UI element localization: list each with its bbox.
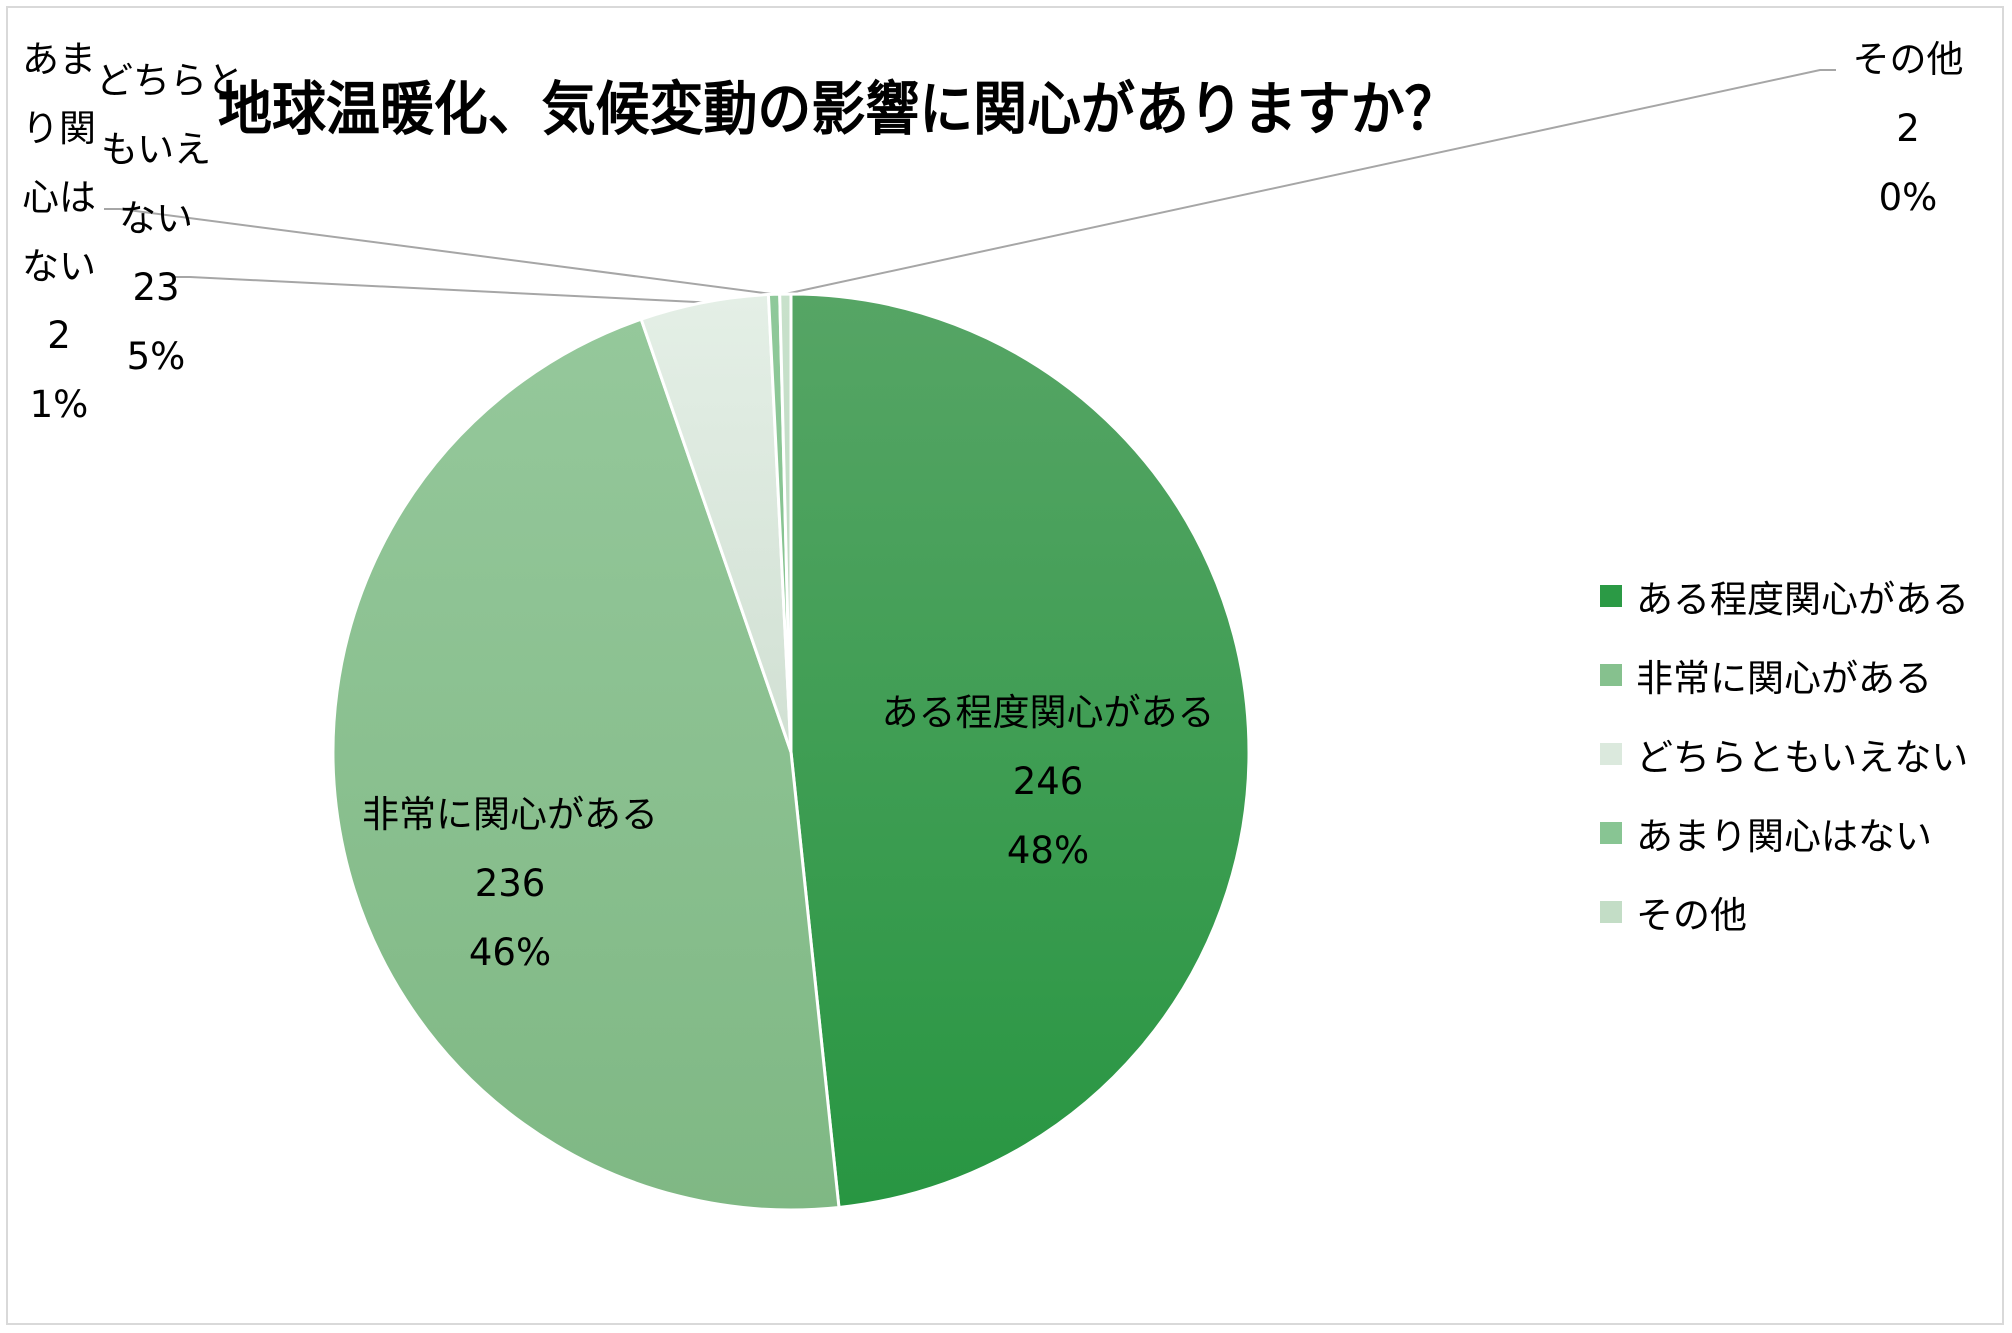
leader-line	[785, 69, 1836, 296]
data-label-name-line: どちらと	[96, 59, 244, 102]
data-label-slice-0: ある程度関心がある 246 48%	[868, 678, 1228, 885]
legend-item: 非常に関心がある	[1600, 635, 1969, 714]
legend-label: ある程度関心がある	[1636, 577, 1969, 621]
data-label-percent: 48%	[1006, 829, 1090, 872]
data-label-slice-3: あま り関 心は ない 2 1%	[14, 25, 104, 439]
pie-slices	[331, 292, 1251, 1212]
legend-swatch	[1600, 821, 1622, 844]
data-label-name-line: あま	[22, 38, 96, 81]
leader-line	[104, 208, 775, 296]
data-label-value: 2	[1896, 107, 1920, 150]
data-label-percent: 0%	[1878, 176, 1938, 219]
data-label-slice-2: どちらと もいえ ない 23 5%	[96, 46, 244, 391]
data-label-name: ある程度関心がある	[881, 691, 1215, 734]
legend-item: あまり関心はない	[1600, 793, 1969, 872]
data-label-name-line: り関	[22, 107, 96, 150]
data-label-name: その他	[1852, 38, 1964, 81]
legend-label: その他	[1636, 893, 1747, 937]
pie-slice	[331, 317, 841, 1212]
legend-item: どちらともいえない	[1600, 714, 1969, 793]
data-label-name-line: ない	[119, 197, 193, 240]
legend-swatch	[1600, 742, 1622, 765]
data-label-percent: 5%	[126, 335, 186, 378]
data-label-name: 非常に関心がある	[362, 793, 658, 836]
legend-swatch	[1600, 584, 1622, 607]
legend-item: ある程度関心がある	[1600, 556, 1969, 635]
legend-swatch	[1600, 900, 1622, 923]
pie-slice	[778, 292, 793, 753]
legend: ある程度関心がある 非常に関心がある どちらともいえない あまり関心はない その…	[1600, 556, 1969, 951]
pie-slice	[789, 292, 1251, 1210]
data-label-percent: 1%	[29, 383, 89, 426]
data-label-value: 236	[474, 862, 546, 905]
legend-item: その他	[1600, 872, 1969, 951]
data-label-value: 2	[47, 314, 71, 357]
legend-label: 非常に関心がある	[1636, 656, 1932, 700]
legend-swatch	[1600, 663, 1622, 686]
data-label-name-line: 心は	[22, 176, 96, 219]
data-label-value: 246	[1012, 760, 1084, 803]
data-label-slice-1: 非常に関心がある 236 46%	[340, 780, 680, 987]
data-label-value: 23	[132, 266, 180, 309]
legend-label: どちらともいえない	[1636, 735, 1969, 779]
leader-line	[174, 276, 704, 304]
data-label-percent: 46%	[468, 931, 552, 974]
chart-frame	[6, 6, 2004, 1325]
data-label-name-line: もいえ	[100, 128, 212, 171]
data-label-name-line: ない	[22, 245, 96, 288]
legend-label: あまり関心はない	[1636, 814, 1932, 858]
leader-lines	[104, 69, 1836, 304]
chart-title: 地球温暖化、気候変動の影響に関心がありますか？	[218, 75, 1459, 143]
data-label-slice-4: その他 2 0%	[1838, 25, 1978, 232]
